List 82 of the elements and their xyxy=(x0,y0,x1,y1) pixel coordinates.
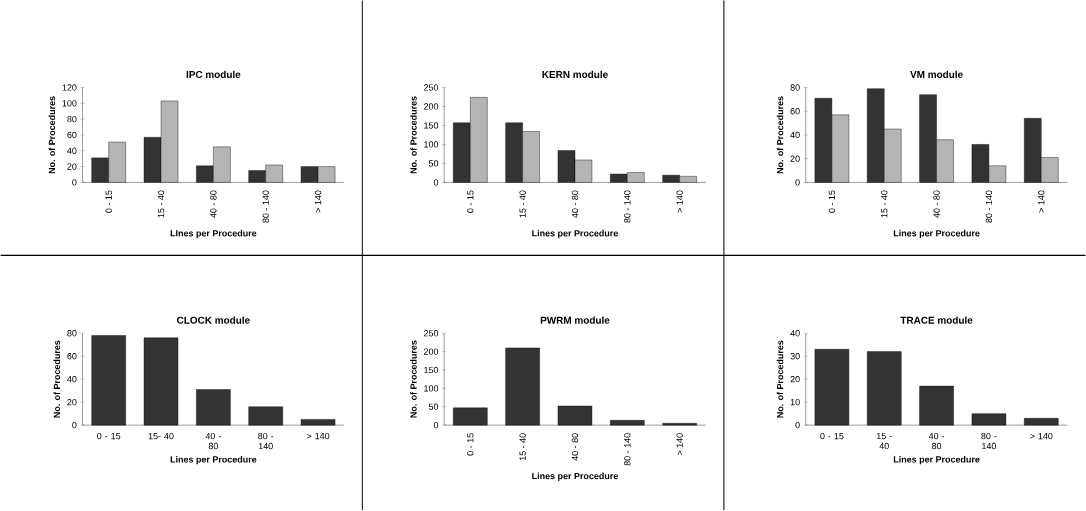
y-tick-label: 0 xyxy=(795,422,800,429)
y-tick-label: 60 xyxy=(67,353,77,360)
y-axis-title: No. of Procedures xyxy=(410,96,417,174)
x-tick-label: 15 - 40 xyxy=(881,190,888,218)
y-tick-label: 150 xyxy=(424,367,439,374)
chart-title: VM module xyxy=(910,70,963,79)
x-tick-label: > 140 xyxy=(676,190,683,213)
x-tick-label: 0 - 15 xyxy=(105,190,112,213)
y-tick-label: 50 xyxy=(428,160,439,167)
x-axis-title: Lines per Procedure xyxy=(893,456,980,465)
y-tick-label: 0 xyxy=(72,422,77,429)
y-tick-label: 100 xyxy=(424,385,439,392)
x-tick-label: 40 - 80 xyxy=(571,190,579,219)
x-tick-label: 15 - 40 xyxy=(157,190,165,218)
x-tick-label: 15 - 40 xyxy=(519,433,526,461)
y-axis-title: No. of Procedures xyxy=(53,340,61,418)
y-tick-label: 100 xyxy=(424,141,439,148)
x-tick-label: 0 - 15 xyxy=(467,433,474,456)
y-tick-label: 40 xyxy=(67,147,77,155)
x-tick-label: 80 - 140 xyxy=(258,433,274,450)
y-tick-label: 80 xyxy=(67,330,77,337)
y-tick-label: 20 xyxy=(790,155,800,163)
x-axis-title: LInes per Procedure xyxy=(170,230,257,239)
x-axis-title: Lines per Procedure xyxy=(170,456,257,465)
y-tick-label: 250 xyxy=(423,330,439,337)
x-tick-label: > 140 xyxy=(314,190,322,213)
chart-title: PWRM module xyxy=(540,316,610,324)
x-axis-title: Lines per Procedure xyxy=(532,472,618,482)
chart-title: IPC module xyxy=(186,70,241,79)
y-axis-title: No. of Procedures xyxy=(776,96,784,174)
y-tick-label: 10 xyxy=(790,399,800,406)
y-tick-label: 60 xyxy=(790,108,800,115)
x-axis-title: Lines per Procedure xyxy=(532,230,618,239)
y-tick-label: 40 xyxy=(790,330,800,337)
x-tick-label: 40 - 80 xyxy=(928,433,945,450)
x-tick-label: 15 - 40 xyxy=(519,190,526,218)
y-tick-label: 150 xyxy=(424,122,439,129)
chart-title: KERN module xyxy=(542,70,608,79)
x-tick-label: > 140 xyxy=(306,433,330,440)
y-tick-label: 20 xyxy=(67,163,77,170)
y-tick-label: 200 xyxy=(423,103,439,110)
y-tick-label: 80 xyxy=(67,116,77,123)
x-tick-label: 40 - 80 xyxy=(205,433,221,450)
y-tick-label: 250 xyxy=(423,84,439,91)
y-axis-title: No. of Procedures xyxy=(410,340,417,418)
y-tick-label: 30 xyxy=(790,353,800,360)
y-tick-label: 0 xyxy=(433,179,439,186)
x-tick-label: > 140 xyxy=(676,433,683,456)
y-tick-label: 0 xyxy=(433,422,439,429)
y-axis-title: No. of Procedures xyxy=(776,340,784,418)
y-tick-label: 120 xyxy=(62,84,77,91)
chart-title: TRACE module xyxy=(900,316,973,324)
x-tick-label: 0 - 15 xyxy=(820,433,844,440)
x-tick-label: 0 - 15 xyxy=(467,190,474,213)
x-tick-label: 15 - 40 xyxy=(876,433,892,450)
y-axis-title: No. of Procedures xyxy=(48,96,56,174)
x-tick-label: 40 - 80 xyxy=(571,433,579,461)
y-tick-label: 40 xyxy=(790,131,800,139)
y-tick-label: 0 xyxy=(795,179,800,186)
x-tick-label: 0 - 15 xyxy=(828,190,836,213)
y-tick-label: 200 xyxy=(423,348,439,355)
y-tick-label: 20 xyxy=(67,399,77,406)
x-tick-label: 80 - 140 xyxy=(981,433,997,450)
x-tick-label: 15- 40 xyxy=(148,433,174,440)
x-axis-title: Lines per Procedure xyxy=(893,230,980,239)
chart-title: CLOCK module xyxy=(177,316,250,324)
x-tick-label: > 140 xyxy=(1038,190,1045,213)
x-tick-label: 80 - 140 xyxy=(624,433,631,466)
y-tick-label: 50 xyxy=(428,403,439,411)
y-tick-label: 20 xyxy=(790,376,800,383)
x-tick-label: 80 - 140 xyxy=(624,190,631,223)
x-tick-label: 80 - 140 xyxy=(985,190,993,223)
y-tick-label: 40 xyxy=(67,376,77,383)
x-tick-label: 0 - 15 xyxy=(97,433,121,440)
y-tick-label: 60 xyxy=(67,131,77,139)
y-tick-label: 100 xyxy=(62,100,77,107)
y-tick-label: 80 xyxy=(790,84,800,91)
x-tick-label: 40 - 80 xyxy=(933,190,940,219)
y-tick-label: 0 xyxy=(72,179,77,186)
x-tick-label: 80 - 140 xyxy=(262,190,269,223)
x-tick-label: 40 - 80 xyxy=(210,190,217,219)
x-tick-label: > 140 xyxy=(1030,433,1053,440)
